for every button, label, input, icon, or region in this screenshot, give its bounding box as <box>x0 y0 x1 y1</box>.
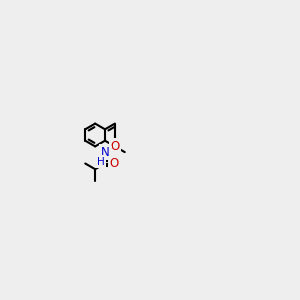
Text: H: H <box>97 157 104 167</box>
Text: O: O <box>110 140 119 153</box>
Text: H: H <box>103 147 110 157</box>
Text: N: N <box>100 146 109 159</box>
Text: O: O <box>109 157 118 170</box>
